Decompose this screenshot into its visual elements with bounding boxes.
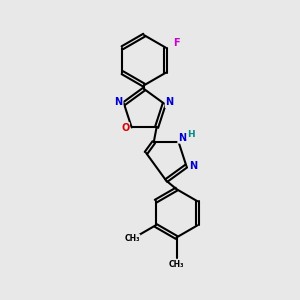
Text: CH₃: CH₃ bbox=[124, 234, 140, 243]
Text: F: F bbox=[173, 38, 179, 48]
Text: N: N bbox=[189, 161, 197, 171]
Text: O: O bbox=[121, 123, 129, 133]
Text: N: N bbox=[166, 97, 174, 107]
Text: N: N bbox=[178, 133, 186, 143]
Text: H: H bbox=[187, 130, 195, 139]
Text: CH₃: CH₃ bbox=[169, 260, 184, 269]
Text: N: N bbox=[115, 97, 123, 107]
